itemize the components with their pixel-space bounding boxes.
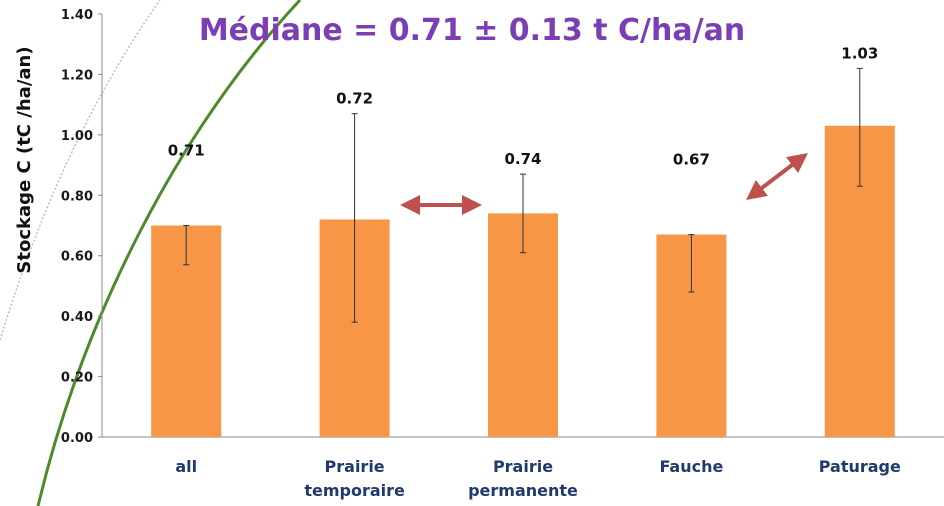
decorative-green-curve [36,0,302,506]
category-label-4: Paturage [819,457,901,476]
category-label-2: Prairie [493,457,553,476]
y-tick-label: 0.60 [61,250,93,265]
error-bars [183,67,863,323]
decorative-dotted-curve [0,0,161,341]
comparison-arrow-fauche-paturage [746,152,808,201]
data-label-2: 0.74 [504,150,541,168]
y-tick-label: 1.00 [61,129,93,144]
bars [151,125,895,438]
y-tick-label: 0.20 [61,371,93,386]
y-tick-label: 0.80 [61,189,93,204]
y-tick-label: 1.20 [61,68,93,83]
y-axis-label: Stockage C (tC /ha/an) [14,46,35,273]
y-tick-label: 0.00 [61,431,93,446]
category-label-1: Prairie [325,457,385,476]
data-labels: 0.71 0.72 0.74 0.67 1.03 [168,44,879,168]
data-label-1: 0.72 [336,90,373,108]
data-label-0: 0.71 [168,142,205,160]
data-label-3: 0.67 [673,151,710,169]
category-label-1: temporaire [304,481,405,500]
y-tick-label: 0.40 [61,310,93,325]
category-label-0: all [175,457,197,476]
category-label-3: Fauche [659,457,723,476]
data-label-4: 1.03 [841,44,878,62]
y-ticks: 0.00 0.20 0.40 0.60 0.80 1.00 1.20 1.40 [61,8,102,446]
chart-title: Médiane = 0.71 ± 0.13 t C/ha/an [199,13,745,48]
category-labels: all Prairie temporaire Prairie permanente Fau… [175,457,901,500]
y-tick-label: 1.40 [61,8,93,23]
category-label-2: permanente [468,481,578,500]
